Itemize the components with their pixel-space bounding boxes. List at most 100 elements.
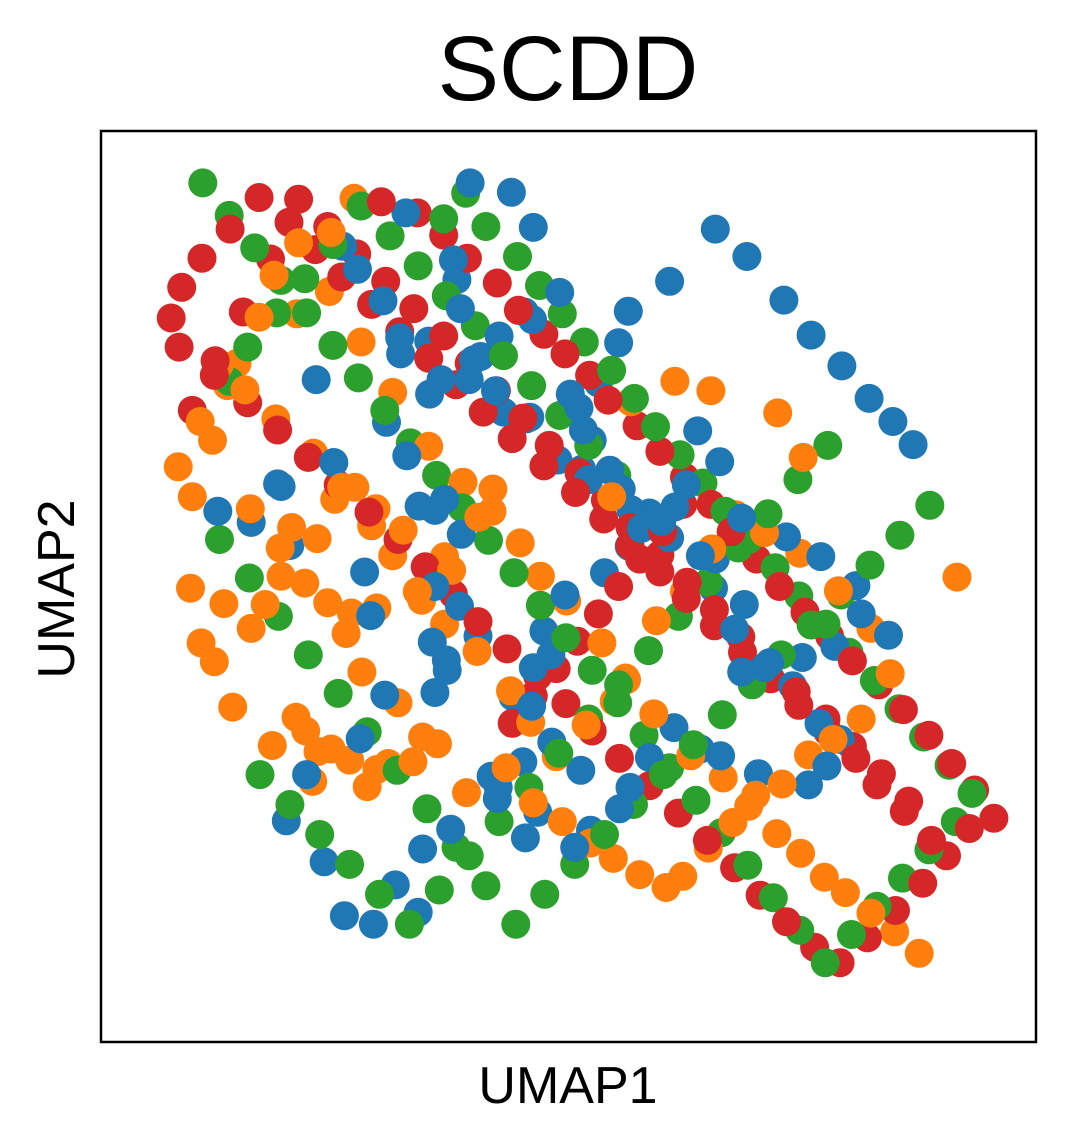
scatter-point-group-red-52 — [187, 243, 217, 273]
scatter-point-group-red-70 — [605, 743, 634, 773]
scatter-point-group-orange-56 — [846, 704, 876, 734]
scatter-point-group-orange-86 — [414, 431, 444, 461]
scatter-point-group-orange-9 — [163, 452, 193, 482]
scatter-point-group-blue-112 — [518, 212, 548, 242]
scatter-point-group-green-37 — [577, 655, 607, 685]
scatter-point-group-blue-78 — [660, 492, 690, 522]
scatter-point-group-green-108 — [693, 567, 723, 597]
scatter-point-group-green-76 — [885, 520, 915, 550]
scatter-point-group-orange-87 — [448, 467, 478, 497]
scatter-point-group-blue-19 — [510, 823, 540, 853]
scatter-point-group-red-29 — [841, 743, 871, 773]
scatter-point-group-blue-91 — [727, 657, 757, 687]
scatter-point-group-blue-69 — [482, 784, 512, 813]
scatter-point-group-orange-94 — [639, 699, 669, 729]
scatter-point-group-green-9 — [641, 412, 670, 442]
scatter-point-group-blue-14 — [517, 691, 547, 721]
scatter-point-group-orange-55 — [818, 725, 848, 754]
scatter-point-group-blue-84 — [806, 542, 836, 572]
scatter-point-group-orange-106 — [788, 442, 818, 472]
scatter-point-group-green-5 — [547, 299, 577, 329]
scatter-point-group-green-45 — [370, 395, 400, 425]
scatter-point-group-orange-77 — [327, 472, 357, 502]
scatter-point-group-orange-15 — [313, 588, 343, 618]
scatter-point-group-green-33 — [681, 785, 711, 815]
scatter-point-group-red-50 — [244, 183, 274, 212]
scatter-point-group-orange-111 — [597, 482, 627, 512]
scatter-point-group-orange-99 — [786, 838, 816, 868]
scatter-point-group-orange-119 — [281, 702, 311, 732]
scatter-point-group-blue-48 — [392, 441, 422, 471]
scatter-point-group-orange-121 — [347, 657, 377, 687]
scatter-point-group-blue-129 — [481, 376, 510, 406]
scatter-point-group-red-22 — [914, 720, 944, 750]
scatter-point-group-blue-110 — [455, 168, 485, 198]
scatter-point-group-orange-72 — [462, 637, 492, 666]
scatter-point-group-red-5 — [503, 295, 533, 325]
scatter-point-group-green-94 — [275, 790, 305, 819]
scatter-point-group-red-42 — [468, 397, 498, 427]
scatter-point-group-green-62 — [471, 871, 501, 901]
scatter-point-group-orange-74 — [402, 577, 432, 607]
scatter-point-group-orange-89 — [505, 528, 535, 558]
scatter-point-group-blue-6 — [301, 365, 331, 395]
scatter-point-group-red-21 — [888, 695, 918, 725]
scatter-point-group-red-56 — [199, 360, 229, 390]
scatter-point-group-green-82 — [489, 341, 518, 371]
scatter-point-group-orange-90 — [525, 561, 555, 591]
scatter-point-group-red-68 — [551, 689, 581, 719]
scatter-point-group-green-95 — [305, 820, 335, 849]
scatter-point-group-orange-105 — [942, 562, 972, 592]
scatter-point-group-green-22 — [957, 778, 987, 808]
scatter-point-group-orange-107 — [763, 398, 793, 428]
scatter-point-group-red-7 — [550, 339, 580, 369]
scatter-point-group-orange-17 — [331, 619, 361, 648]
scatter-point-group-green-40 — [499, 558, 529, 588]
scatter-point-group-red-16 — [765, 572, 794, 601]
scatter-point-group-orange-2 — [284, 228, 314, 258]
scatter-point-group-blue-29 — [743, 759, 773, 789]
scatter-point-group-green-27 — [837, 920, 866, 949]
scatter-point-group-green-81 — [517, 371, 547, 401]
scatter-point-group-orange-27 — [266, 561, 296, 591]
scatter-point-group-green-52 — [188, 168, 218, 198]
scatter-point-group-orange-35 — [257, 731, 287, 760]
scatter-point-group-green-97 — [365, 879, 394, 909]
scatter-point-group-blue-28 — [706, 741, 736, 771]
scatter-point-group-blue-114 — [613, 296, 643, 326]
scatter-point-group-orange-42 — [491, 753, 521, 783]
scatter-point-group-green-31 — [733, 850, 763, 880]
scatter-point-group-orange-80 — [230, 375, 260, 405]
scatter-point-group-blue-99 — [555, 379, 585, 409]
scatter-point-group-red-31 — [784, 690, 814, 720]
scatter-point-group-orange-68 — [571, 710, 601, 740]
scatter-point-group-orange-30 — [209, 589, 239, 619]
scatter-point-group-red-26 — [917, 825, 946, 855]
scatter-point-group-green-106 — [634, 636, 663, 666]
scatter-point-group-green-85 — [403, 251, 433, 281]
scatter-point-group-red-81 — [908, 868, 938, 898]
scatter-point-group-orange-32 — [186, 628, 216, 658]
scatter-point-group-blue-51 — [203, 496, 233, 526]
scatter-point-group-red-19 — [837, 646, 867, 676]
scatter-point-group-blue-118 — [769, 285, 799, 315]
scatter-point-group-orange-3 — [259, 260, 289, 290]
scatter-point-group-blue-81 — [705, 447, 735, 477]
scatter-point-group-orange-22 — [388, 515, 418, 545]
scatter-point-group-green-86 — [375, 221, 405, 251]
scatter-point-group-green-66 — [590, 820, 619, 849]
scatter-point-group-green-99 — [424, 875, 454, 905]
scatter-point-group-red-91 — [699, 595, 729, 625]
scatter-point-group-blue-80 — [683, 416, 713, 446]
scatter-point-group-orange-100 — [809, 862, 839, 892]
scatter-point-group-green-53 — [205, 525, 234, 554]
scatter-point-group-orange-26 — [302, 524, 332, 554]
scatter-point-group-red-9 — [593, 385, 623, 415]
scatter-point-group-red-8 — [575, 360, 605, 390]
scatter-point-group-red-76 — [772, 907, 801, 937]
scatter-point-group-orange-12 — [277, 513, 307, 542]
scatter-point-group-orange-96 — [708, 763, 738, 793]
scatter-point-group-blue-103 — [459, 345, 489, 375]
scatter-point-group-red-85 — [866, 759, 896, 789]
scatter-point-group-blue-49 — [319, 448, 349, 477]
